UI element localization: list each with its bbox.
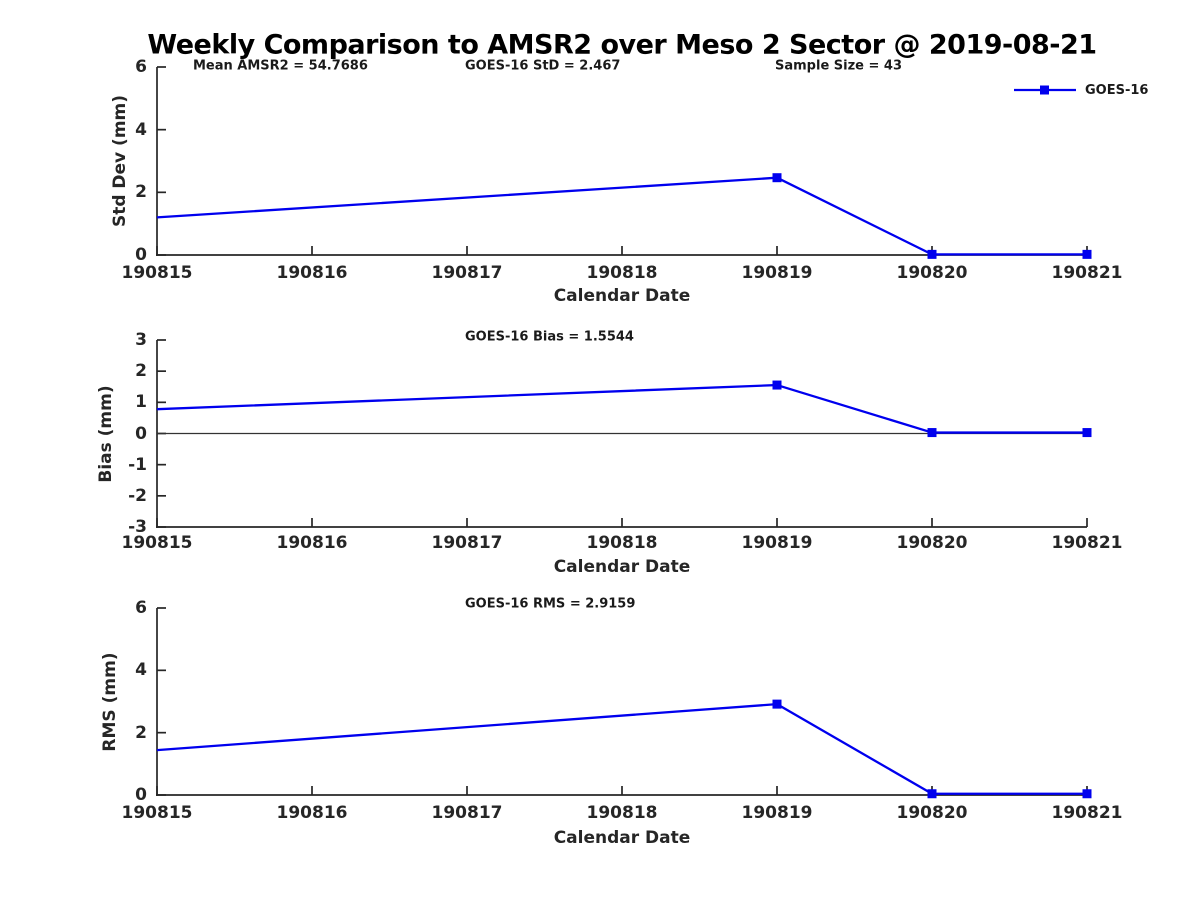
y-tick-label: 4 [135,119,147,140]
y-tick-label: -1 [128,454,147,475]
data-marker-square [927,428,937,438]
x-tick-label: 190818 [586,533,658,553]
x-tick-label: 190819 [741,803,813,823]
data-marker-square [772,380,782,390]
x-tick-label: 190820 [896,533,968,553]
y-tick-label: 0 [135,245,147,265]
plot-annotation: GOES-16 RMS = 2.9159 [465,596,636,612]
y-tick-label: 2 [135,182,147,203]
legend: GOES-16 [1013,81,1148,99]
y-tick-label: 2 [135,722,147,743]
data-marker-square [1082,789,1092,799]
y-axis-title: RMS (mm) [100,651,120,752]
legend-label: GOES-16 [1085,82,1149,98]
x-tick-label: 190817 [431,803,503,823]
x-tick-label: 190816 [276,533,348,553]
data-marker-square [772,173,782,183]
x-tick-label: 190815 [121,263,193,283]
y-tick-label: -3 [128,517,147,537]
x-tick-label: 190821 [1051,803,1123,823]
data-marker-square [1082,249,1092,259]
x-tick-label: 190820 [896,803,968,823]
x-tick-label: 190818 [586,803,658,823]
x-tick-label: 190816 [276,803,348,823]
plot-annotation: Sample Size = 43 [775,58,903,74]
plot-annotation: GOES-16 Bias = 1.5544 [465,329,634,345]
x-tick-label: 190821 [1051,263,1123,283]
x-axis-title: Calendar Date [553,286,691,306]
y-tick-label: 4 [135,660,147,681]
plot-annotation: GOES-16 StD = 2.467 [465,58,621,74]
data-marker-square [772,699,782,709]
data-marker-square [927,249,937,259]
y-axis-title: Std Dev (mm) [110,94,130,228]
x-tick-label: 190819 [741,263,813,283]
figure-title: Weekly Comparison to AMSR2 over Meso 2 S… [147,29,1097,61]
y-tick-label: 6 [135,598,147,618]
y-tick-label: 6 [135,57,147,77]
x-axis-title: Calendar Date [553,828,691,848]
y-tick-label: -2 [128,485,147,506]
data-line-GOES-16 [156,702,1087,795]
y-tick-label: 2 [135,361,147,382]
x-axis-title: Calendar Date [553,557,691,577]
plot-annotation: Mean AMSR2 = 54.7686 [193,58,368,74]
x-tick-label: 190816 [276,263,348,283]
x-tick-label: 190815 [121,533,193,553]
y-axis-title: Bias (mm) [96,384,116,483]
y-tick-label: 3 [135,330,147,350]
x-tick-label: 190815 [121,803,193,823]
data-marker-square [927,789,937,799]
data-line-GOES-16 [156,176,1087,256]
x-tick-label: 190819 [741,533,813,553]
x-tick-label: 190817 [431,263,503,283]
x-tick-label: 190817 [431,533,503,553]
y-tick-label: 0 [135,423,147,444]
y-tick-label: 1 [135,392,147,413]
x-tick-label: 190818 [586,263,658,283]
data-marker-square [1082,428,1092,438]
data-line-GOES-16 [156,383,1087,434]
legend-line-marker-icon [1014,85,1076,95]
x-tick-label: 190821 [1051,533,1123,553]
x-tick-label: 190820 [896,263,968,283]
y-tick-label: 0 [135,785,147,805]
